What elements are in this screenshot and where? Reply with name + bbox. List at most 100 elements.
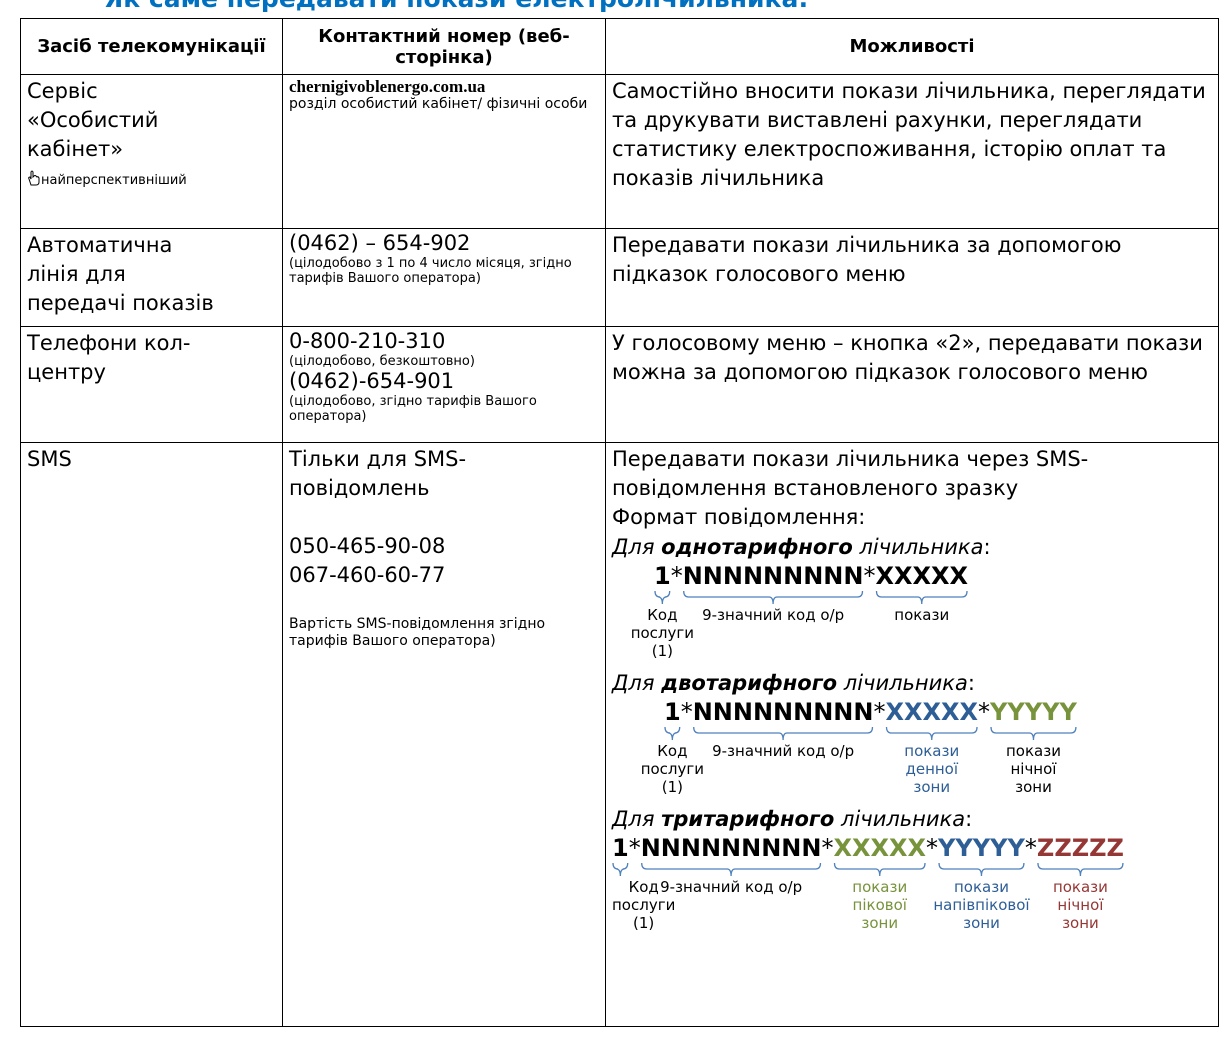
format-end: :	[983, 535, 991, 559]
format-title: Для двотарифного лічильника:	[612, 668, 1212, 698]
code-field: YYYYY	[938, 834, 1025, 862]
format: Для двотарифного лічильника: 1*NNNNNNNNN*…	[612, 668, 1212, 804]
code-label: покази пікової зони	[852, 878, 907, 932]
row: Сервіс «Особистий кабінет» найперспектив…	[20, 74, 1219, 229]
service: SMS	[27, 447, 72, 471]
cell: chernigivoblenergo.com.ua розділ особист…	[282, 74, 606, 229]
code-label-line: (1)	[633, 914, 655, 932]
code-separator: *	[926, 834, 939, 862]
code-label: покази нічної зони	[1053, 878, 1108, 932]
code-field: NNNNNNNNN	[640, 834, 822, 862]
row: Телефони кол-центру 0-800-210-310 (цілод…	[20, 326, 1219, 443]
phone: 050-465-90-08	[289, 534, 446, 558]
cell: 0-800-210-310 (цілодобово, безкоштовно) …	[282, 326, 606, 443]
phone: (0462) – 654-902	[289, 231, 471, 255]
phone: (0462)-654-901	[289, 369, 455, 393]
code-field: 1	[654, 562, 671, 590]
code-label-line: денної	[905, 760, 959, 778]
labels: Код послуги (1) 9-значний код о/р покази денн…	[612, 742, 1212, 804]
code-label: Код послуги (1)	[631, 606, 694, 660]
formats: Для однотарифного лічильника: 1*NNNNNNNNN…	[612, 532, 1212, 940]
brace	[641, 862, 822, 877]
header-cell: Контактний номер (веб-сторінка)	[282, 18, 606, 75]
cell: SMS	[20, 442, 283, 1027]
code-label-line: покази	[852, 878, 908, 896]
service: Автоматична лінія для передачі показів	[27, 233, 214, 315]
format-end: :	[965, 807, 973, 831]
braces	[612, 862, 1124, 877]
header-cell: Можливості	[605, 18, 1219, 75]
features: Самостійно вносити покази лічильника, пе…	[612, 79, 1206, 190]
code-label: покази	[894, 606, 949, 624]
cell: У голосовому меню – кнопка «2», передава…	[605, 326, 1219, 443]
code-label-line: покази	[894, 606, 950, 624]
code-label-line: Код	[647, 606, 678, 624]
format-emphasis: тритарифного	[661, 807, 835, 831]
code-field: XXXXX	[833, 834, 927, 862]
features: Формат повідомлення:	[612, 505, 866, 529]
code-label: покази напівпікової зони	[933, 878, 1029, 932]
code-label-line: 9-значний код о/р	[702, 606, 845, 624]
code-field: ZZZZZ	[1036, 834, 1124, 862]
code-label-line: 9-значний код о/р	[712, 742, 855, 760]
code-label-line: Код	[657, 742, 688, 760]
code-label-line: зони	[913, 778, 951, 796]
code-label-line: послуги	[640, 760, 705, 778]
format-title: Для тритарифного лічильника:	[612, 804, 1212, 834]
code-separator: *	[670, 562, 683, 590]
code-label-line: покази	[953, 878, 1009, 896]
format-prefix: Для	[612, 807, 655, 831]
code-label-line: Код	[628, 878, 659, 896]
braces	[664, 726, 1077, 741]
code-field: 1	[664, 698, 681, 726]
code-label-line: 9-значний код о/р	[660, 878, 803, 896]
format-prefix: Для	[612, 535, 655, 559]
code-label-line: послуги	[612, 896, 676, 914]
format-title: Для однотарифного лічильника:	[612, 532, 1212, 562]
code-label-line: нічної	[1010, 760, 1057, 778]
code-label-line: зони	[861, 914, 899, 932]
service: Сервіс «Особистий кабінет»	[27, 79, 159, 161]
cell: Телефони кол-центру	[20, 326, 283, 443]
code-label: покази нічної зони	[1006, 742, 1061, 796]
format-emphasis: двотарифного	[661, 671, 838, 695]
code-label-line: послуги	[630, 624, 695, 642]
brace	[664, 726, 681, 741]
code-separator: *	[978, 698, 991, 726]
code-field: YYYYY	[990, 698, 1077, 726]
code-label-line: зони	[1062, 914, 1099, 932]
code-label-line: зони	[1015, 778, 1052, 796]
code-field: XXXXX	[875, 562, 969, 590]
code-label-line: напівпікової	[933, 896, 1030, 914]
brace	[833, 862, 926, 877]
code-label-line: покази	[904, 742, 960, 760]
service-note-line: найперспективніший	[27, 170, 276, 188]
phone: 067-460-60-77	[289, 563, 446, 587]
labels: Код послуги (1) 9-значний код о/р покази піко…	[612, 878, 1212, 940]
brace	[885, 726, 978, 741]
code-separator: *	[680, 698, 693, 726]
code-label: 9-значний код о/р	[712, 742, 854, 760]
code-label-line: пікової	[852, 896, 907, 914]
service-note: найперспективніший	[41, 173, 187, 188]
format-suffix: лічильника	[843, 671, 968, 695]
code-label-line: (1)	[651, 642, 673, 660]
service: Телефони кол-центру	[27, 331, 191, 384]
heading: Як саме передавати покази електролічильн…	[104, 0, 808, 13]
cell: Самостійно вносити покази лічильника, пе…	[605, 74, 1219, 229]
phone: 0-800-210-310	[289, 329, 446, 353]
brace	[990, 726, 1077, 741]
code-label-line: зони	[963, 914, 1000, 932]
code-separator: *	[1024, 834, 1037, 862]
features: Передавати покази лічильника через SMS-п…	[612, 447, 1089, 500]
format-suffix: лічильника	[841, 807, 966, 831]
table: Засіб телекомунікації Контактний номер (…	[20, 18, 1219, 1027]
braces	[654, 590, 968, 605]
contact-note: розділ особистий кабінет/ фізичні особи	[289, 96, 588, 112]
code-label: 9-значний код о/р	[702, 606, 844, 624]
code-label-line: (1)	[661, 778, 683, 796]
header-cell: Засіб телекомунікації	[20, 18, 283, 75]
code-field: NNNNNNNNN	[692, 698, 874, 726]
code-label-line: покази	[1005, 742, 1061, 760]
contact: Тільки для SMS-повідомлень	[289, 447, 467, 500]
